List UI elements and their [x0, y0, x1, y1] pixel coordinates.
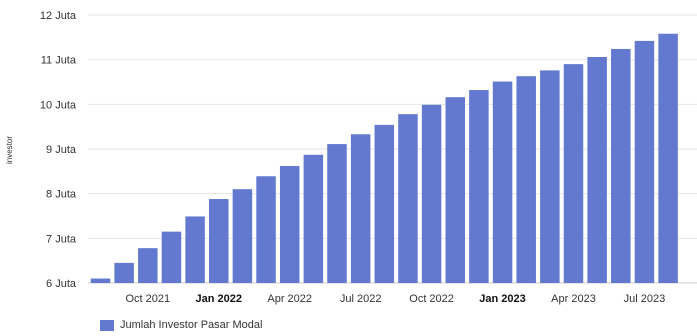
y-tick-label: 8 Juta [46, 189, 77, 201]
legend-swatch [100, 319, 114, 331]
bar[interactable] [279, 165, 300, 283]
x-tick-label: Apr 2022 [267, 293, 312, 305]
bar[interactable] [114, 262, 134, 283]
y-axis-ticks: 6 Juta 7 Juta 8 Juta 9 Juta 10 Juta 11 Juta 12… [40, 10, 77, 290]
bar[interactable] [138, 248, 158, 283]
bar[interactable] [540, 70, 560, 284]
bar[interactable] [421, 104, 442, 283]
bar[interactable] [232, 189, 253, 283]
x-tick-label: Apr 2023 [551, 293, 596, 305]
y-tick-label: 10 Juta [40, 99, 77, 111]
bar[interactable] [209, 199, 229, 283]
bar[interactable] [256, 176, 276, 283]
bar[interactable] [185, 216, 205, 283]
y-tick-label: 7 Juta [46, 233, 77, 245]
y-tick-label: 9 Juta [46, 144, 77, 156]
x-axis-ticks: Oct 2021 Jan 2022 Apr 2022 Jul 2022 Oct 2022… [125, 293, 665, 305]
bar[interactable] [161, 231, 182, 283]
x-tick-label: Oct 2021 [125, 293, 170, 305]
x-tick-label: Jul 2023 [624, 293, 666, 305]
x-tick-label: Jan 2023 [479, 293, 525, 305]
bar[interactable] [492, 81, 513, 283]
legend-label: Jumlah Investor Pasar Modal [120, 319, 263, 331]
bar[interactable] [327, 144, 347, 283]
bar[interactable] [445, 97, 466, 283]
bar[interactable] [398, 114, 418, 283]
y-tick-label: 6 Juta [46, 278, 77, 290]
bar[interactable] [350, 134, 371, 283]
x-tick-label: Jul 2022 [340, 293, 382, 305]
x-tick-label: Jan 2022 [196, 293, 242, 305]
legend[interactable]: Jumlah Investor Pasar Modal [100, 319, 262, 331]
bar[interactable] [611, 48, 631, 283]
bar[interactable] [516, 76, 536, 284]
bar[interactable] [587, 56, 607, 284]
bar[interactable] [90, 278, 111, 283]
bars [90, 33, 678, 284]
y-axis-label: investor [5, 136, 14, 164]
y-tick-label: 11 Juta [41, 55, 77, 67]
x-tick-label: Oct 2022 [409, 293, 454, 305]
bar[interactable] [303, 154, 324, 283]
bar[interactable] [374, 124, 395, 283]
bar[interactable] [469, 90, 489, 283]
y-tick-label: 12 Juta [40, 10, 77, 22]
bar[interactable] [634, 40, 655, 284]
bar[interactable] [563, 64, 584, 283]
bar[interactable] [658, 33, 678, 284]
